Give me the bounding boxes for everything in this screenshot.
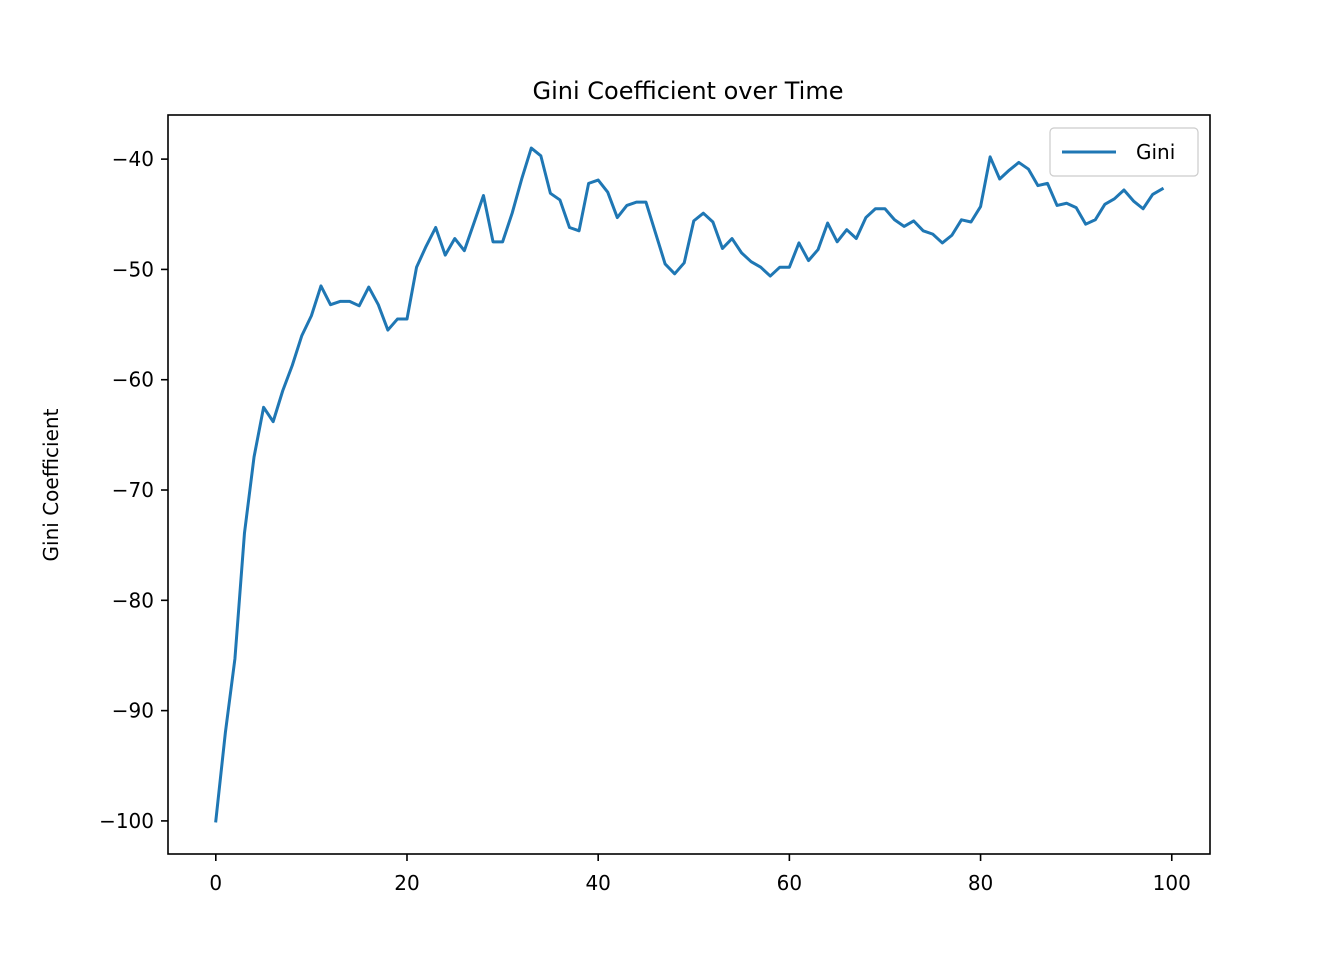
y-tick-label: −40 bbox=[112, 147, 154, 171]
y-tick-label: −70 bbox=[112, 478, 154, 502]
legend-label-gini: Gini bbox=[1136, 140, 1175, 164]
series-layer bbox=[214, 146, 1165, 823]
y-tick-label: −50 bbox=[112, 257, 154, 281]
series-line-gini bbox=[214, 146, 1165, 823]
plot-area-frame bbox=[167, 114, 1211, 855]
y-axis: −100 −90 −80 −70 −60 −50 −40 bbox=[99, 147, 168, 833]
y-tick-label: −90 bbox=[112, 699, 154, 723]
y-tick-label: −100 bbox=[99, 809, 154, 833]
y-axis-label: Gini Coefficient bbox=[39, 408, 63, 561]
x-tick-label: 60 bbox=[777, 871, 802, 895]
chart-title: Gini Coefficient over Time bbox=[533, 77, 844, 105]
x-tick-label: 80 bbox=[968, 871, 993, 895]
legend-box bbox=[1049, 127, 1199, 177]
x-tick-label: 100 bbox=[1153, 871, 1191, 895]
y-tick-label: −80 bbox=[112, 588, 154, 612]
x-tick-label: 0 bbox=[209, 871, 222, 895]
legend: Gini bbox=[1049, 127, 1199, 177]
y-tick-label: −60 bbox=[112, 368, 154, 392]
x-axis: 0 20 40 60 80 100 bbox=[209, 854, 1191, 895]
x-tick-label: 40 bbox=[585, 871, 610, 895]
x-tick-label: 20 bbox=[394, 871, 419, 895]
